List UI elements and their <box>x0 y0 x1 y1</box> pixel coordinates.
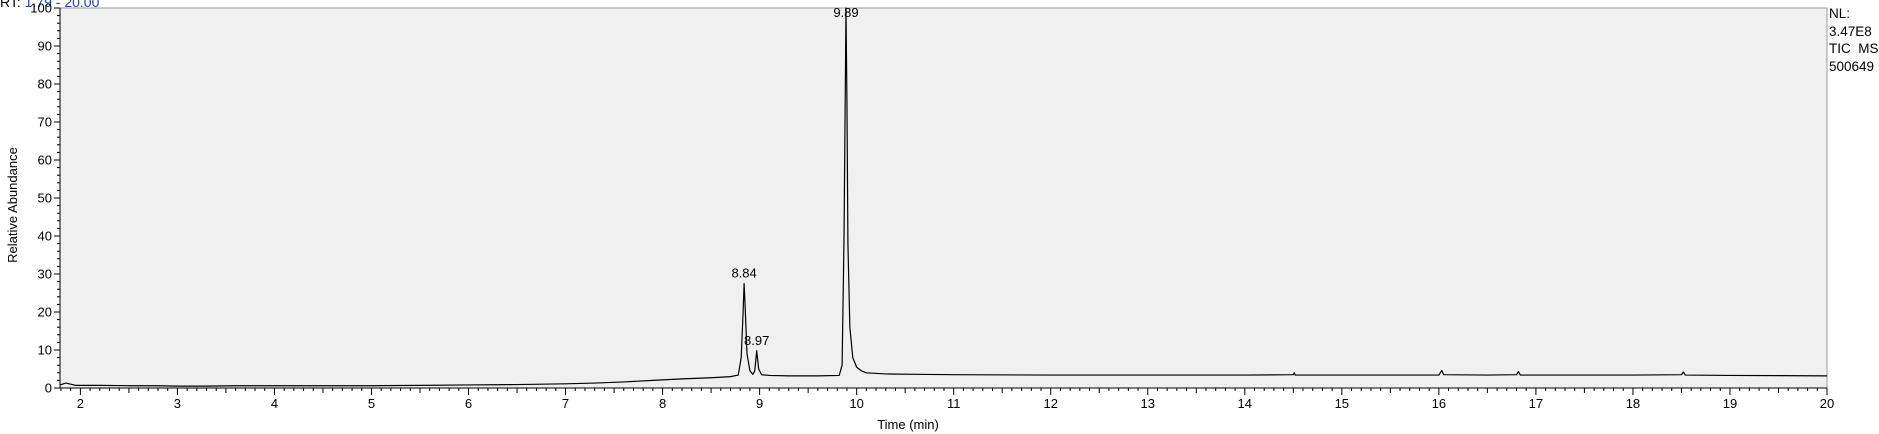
x-tick-label: 9 <box>756 396 763 411</box>
y-tick-label: 70 <box>38 115 52 130</box>
series-layer <box>59 7 1828 387</box>
x-tick-label: 16 <box>1432 396 1446 411</box>
sample-id: 500649 <box>1829 58 1875 74</box>
x-tick-label: 5 <box>368 396 375 411</box>
y-tick-label: 60 <box>38 153 52 168</box>
y-tick-label: 50 <box>38 191 52 206</box>
peak-label: 8.97 <box>744 333 769 348</box>
x-axis-title: Time (min) <box>877 417 939 432</box>
y-tick-label: 90 <box>38 39 52 54</box>
peak-label: 8.84 <box>731 266 756 281</box>
x-tick-label: 2 <box>77 396 84 411</box>
x-tick-label: 12 <box>1043 396 1057 411</box>
x-tick-label: 20 <box>1820 396 1834 411</box>
y-axis: 0 10 20 30 40 50 60 70 80 90 100 <box>30 1 61 396</box>
y-tick-label: 100 <box>30 1 52 16</box>
y-tick-label: 40 <box>38 229 52 244</box>
series-line-1 <box>59 7 1828 387</box>
x-tick-label: 11 <box>947 396 961 411</box>
plot-area <box>59 7 1828 389</box>
info-block: NL: 3.47E8 TIC MS 500649 <box>1829 5 1879 75</box>
y-tick-label: 80 <box>38 77 52 92</box>
x-tick-label: 8 <box>659 396 666 411</box>
trace-label: TIC MS <box>1829 41 1879 56</box>
y-tick-label: 30 <box>38 267 52 282</box>
x-tick-label: 19 <box>1723 396 1737 411</box>
x-tick-label: 6 <box>465 396 472 411</box>
x-tick-label: 4 <box>271 396 278 411</box>
rt-header: RT: 1.79 - 20.00 <box>0 0 99 10</box>
peak-label: 9.89 <box>833 5 858 20</box>
rt-label: RT: <box>0 0 21 10</box>
y-tick-label: 20 <box>38 305 52 320</box>
nl-label: NL: <box>1829 6 1851 21</box>
y-tick-label: 0 <box>45 381 52 396</box>
rt-range: 1.79 - 20.00 <box>24 0 100 10</box>
peak-labels: 8.84 8.97 9.89 <box>731 5 858 348</box>
x-tick-label: 10 <box>849 396 863 411</box>
x-tick-label: 17 <box>1529 396 1543 411</box>
x-tick-label: 7 <box>562 396 569 411</box>
x-axis: 2 3 4 5 6 7 8 9 10 11 12 13 14 15 16 17 18 19 20 <box>60 387 1834 411</box>
x-tick-label: 3 <box>174 396 181 411</box>
x-tick-label: 15 <box>1335 396 1349 411</box>
x-tick-label: 13 <box>1141 396 1155 411</box>
y-tick-label: 10 <box>38 343 52 358</box>
x-tick-label: 18 <box>1626 396 1640 411</box>
x-tick-label: 14 <box>1238 396 1252 411</box>
nl-value: 3.47E8 <box>1829 23 1872 39</box>
y-axis-title: Relative Abundance <box>5 147 20 263</box>
